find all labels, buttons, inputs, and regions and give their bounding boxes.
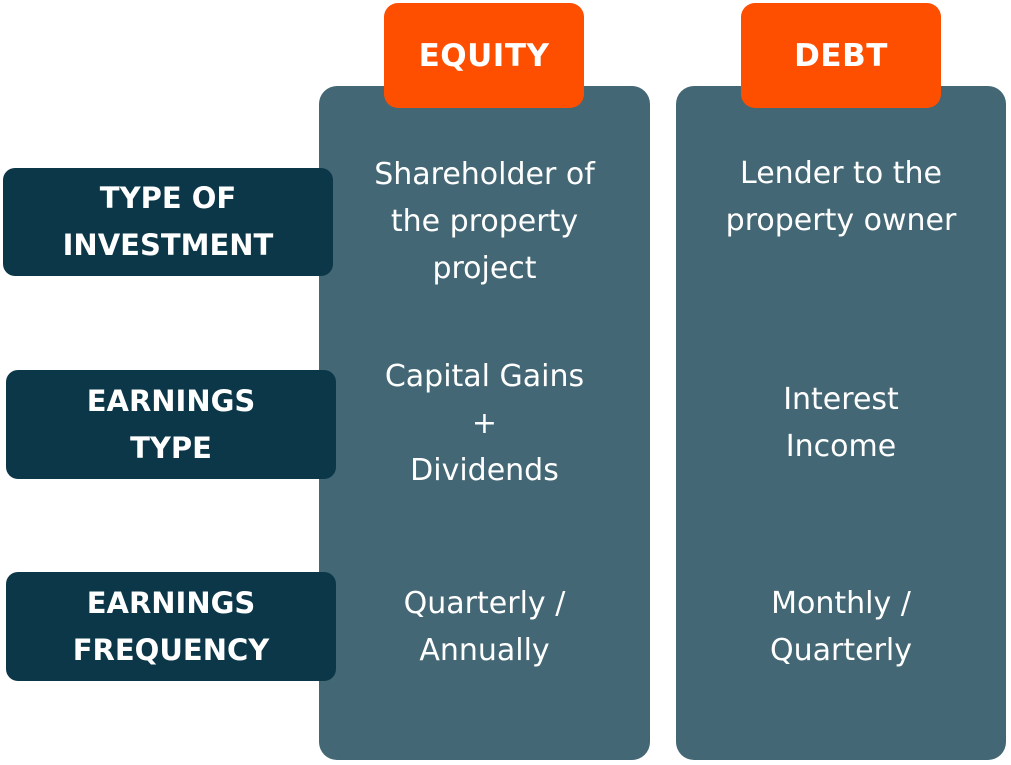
cell-line: Capital Gains — [384, 358, 585, 394]
cell-line: Quarterly / — [403, 586, 566, 621]
cell-line: Monthly / — [771, 586, 911, 621]
row-label-earnings-type: EARNINGS TYPE — [6, 370, 336, 479]
row-label-line: EARNINGS — [86, 585, 256, 620]
debt-earnings-frequency: Monthly / Quarterly — [676, 580, 1006, 674]
row-label-line: TYPE OF — [99, 181, 237, 215]
equity-column — [319, 86, 650, 760]
equity-earnings-type: Capital Gains + Dividends — [319, 352, 650, 494]
row-label-line: INVESTMENT — [62, 228, 274, 262]
row-label-line: FREQUENCY — [72, 632, 270, 667]
debt-earnings-type: Interest Income — [676, 352, 1006, 494]
equity-header-label: EQUITY — [418, 37, 550, 74]
cell-line: project — [432, 250, 537, 286]
equity-type-of-investment: Shareholder of the property project — [319, 150, 650, 292]
cell-line: Income — [785, 429, 897, 464]
cell-line: Interest — [783, 382, 899, 417]
debt-type-of-investment: Lender to the property owner — [676, 150, 1006, 292]
cell-line: Quarterly — [770, 633, 912, 668]
equity-header: EQUITY — [384, 3, 584, 108]
row-label-line: EARNINGS — [86, 383, 256, 418]
cell-line: Lender to the — [740, 156, 942, 191]
cell-line: the property — [390, 203, 579, 239]
cell-line: Dividends — [410, 452, 559, 488]
row-label-earnings-frequency: EARNINGS FREQUENCY — [6, 572, 336, 681]
debt-column — [676, 86, 1006, 760]
debt-header: DEBT — [741, 3, 941, 108]
row-label-type-of-investment: TYPE OF INVESTMENT — [3, 168, 333, 276]
cell-line: + — [471, 405, 498, 441]
row-label-line: TYPE — [130, 430, 212, 465]
cell-line: Shareholder of — [374, 156, 595, 192]
debt-header-label: DEBT — [794, 37, 888, 74]
cell-line: property owner — [725, 203, 957, 238]
equity-earnings-frequency: Quarterly / Annually — [319, 580, 650, 674]
cell-line: Annually — [419, 633, 550, 668]
